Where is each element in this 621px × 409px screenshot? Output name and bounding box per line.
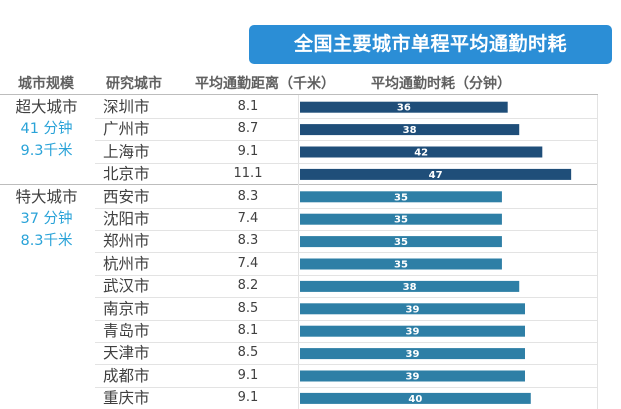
distance-value: 9.1 <box>237 367 259 383</box>
bar <box>300 280 520 292</box>
group-megacity: 超大城市 41 分钟 9.3千米 <box>0 96 93 162</box>
row-divider <box>95 162 598 164</box>
city-label: 沈阳市 <box>103 210 150 228</box>
city-label: 重庆市 <box>103 389 150 408</box>
bar <box>300 213 502 225</box>
row-divider <box>95 274 598 276</box>
group-megacity-avg-distance: 9.3千米 <box>20 143 73 159</box>
city-label: 成都市 <box>103 366 150 385</box>
distance-value: 8.3 <box>237 188 259 204</box>
header-avg-time: 平均通勤时耗（分钟） <box>371 76 511 92</box>
row-divider <box>95 386 598 388</box>
bar-value-label: 47 <box>429 170 443 181</box>
city-label: 广州市 <box>103 120 150 139</box>
group-large-city-avg-time: 37 分钟 <box>20 211 73 227</box>
bar-value-label: 39 <box>406 349 420 360</box>
bar-axis-end-line <box>597 95 598 409</box>
group-large-city-name: 特大城市 <box>15 188 78 206</box>
row-divider <box>95 319 598 321</box>
bar <box>300 303 525 315</box>
bar-value-label: 39 <box>406 372 420 383</box>
header-separator <box>0 94 598 95</box>
city-label: 杭州市 <box>103 254 150 273</box>
city-label: 深圳市 <box>103 98 150 116</box>
city-label: 南京市 <box>103 299 150 318</box>
distance-value: 9.1 <box>237 143 259 159</box>
distance-value: 8.7 <box>237 121 259 137</box>
bar <box>300 236 502 248</box>
bar-value-label: 39 <box>406 327 420 338</box>
bar <box>300 325 525 337</box>
row-divider <box>95 207 598 209</box>
city-label: 西安市 <box>103 187 150 206</box>
bar <box>300 392 531 404</box>
city-label: 武汉市 <box>103 277 150 296</box>
bar <box>300 191 502 203</box>
bar-value-label: 35 <box>394 192 408 203</box>
bar-value-label: 38 <box>403 125 417 136</box>
row-divider <box>95 252 598 254</box>
bar-value-label: 42 <box>414 148 428 159</box>
city-label: 北京市 <box>103 165 150 184</box>
city-label: 青岛市 <box>103 322 150 340</box>
bar <box>300 348 525 360</box>
distance-value: 8.5 <box>237 345 259 361</box>
bar-value-label: 35 <box>394 237 408 248</box>
bar-axis-start-line <box>298 95 299 409</box>
bar <box>300 124 520 136</box>
distance-value: 8.3 <box>237 233 259 249</box>
bar-value-label: 39 <box>406 304 420 315</box>
group-megacity-name: 超大城市 <box>15 98 78 116</box>
row-divider <box>95 297 598 299</box>
row-divider <box>95 341 598 343</box>
distance-value: 8.1 <box>237 323 259 338</box>
distance-value: 7.4 <box>237 255 259 271</box>
group-large-city-avg-distance: 8.3千米 <box>20 233 73 249</box>
bar <box>300 258 502 270</box>
group-megacity-avg-time: 41 分钟 <box>20 121 73 137</box>
chart-title: 全国主要城市单程平均通勤时耗 <box>249 25 612 64</box>
bar-value-label: 35 <box>394 260 408 271</box>
row-divider <box>95 364 598 366</box>
bar <box>300 146 543 158</box>
bar-value-label: 40 <box>408 394 422 405</box>
bar-value-label: 38 <box>403 282 417 293</box>
distance-value: 11.1 <box>233 166 263 182</box>
header-study-city: 研究城市 <box>106 76 162 92</box>
city-label: 郑州市 <box>103 232 150 251</box>
row-divider <box>95 117 598 119</box>
row-divider <box>95 140 598 142</box>
bar-value-label: 36 <box>397 103 411 114</box>
bar <box>300 370 525 382</box>
city-label: 天津市 <box>103 344 150 363</box>
header-avg-distance: 平均通勤距离（千米） <box>195 76 335 92</box>
distance-value: 9.1 <box>237 390 259 406</box>
bar-value-label: 35 <box>394 215 408 226</box>
distance-value: 7.4 <box>237 211 259 226</box>
city-label: 上海市 <box>103 142 150 161</box>
group-separator <box>0 184 598 185</box>
distance-value: 8.5 <box>237 300 259 316</box>
group-large-city: 特大城市 37 分钟 8.3千米 <box>0 186 93 252</box>
row-divider <box>95 229 598 231</box>
header-city-scale: 城市规模 <box>18 76 74 92</box>
distance-value: 8.1 <box>237 99 259 114</box>
distance-value: 8.2 <box>237 278 259 294</box>
bar <box>300 168 572 180</box>
bar <box>300 101 508 113</box>
